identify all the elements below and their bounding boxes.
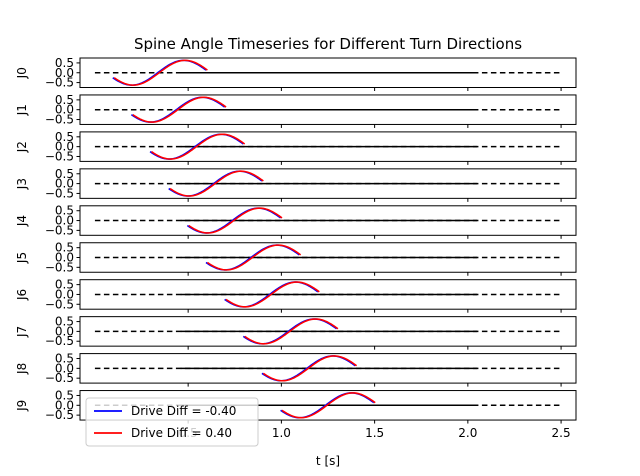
subplot-j5: 0.50.0−0.5 J5 xyxy=(15,241,577,276)
y-tick-label: 0.5 xyxy=(55,56,74,70)
y-tick-label: 0.5 xyxy=(55,93,74,107)
y-tick-label: −0.5 xyxy=(45,76,74,90)
subplot-label: J5 xyxy=(15,252,29,264)
series-red-line xyxy=(113,59,208,86)
subplot-j6: 0.50.0−0.5 J6 xyxy=(15,278,577,313)
y-tick-label: 0.0 xyxy=(55,66,74,80)
x-tick-label: 1.0 xyxy=(272,426,291,440)
y-tick-label: 0.5 xyxy=(55,315,74,329)
subplot-label: J9 xyxy=(15,400,29,412)
y-tick-label: 0.5 xyxy=(55,278,74,292)
y-tick-label: −0.5 xyxy=(45,408,74,422)
y-tick-label: −0.5 xyxy=(45,297,74,311)
series-red-line xyxy=(244,318,339,345)
subplot-j4: 0.50.0−0.5 J4 xyxy=(15,204,577,239)
series-red-line xyxy=(206,244,302,271)
x-tick-label: 2.0 xyxy=(458,426,477,440)
y-tick-label: 0.5 xyxy=(55,204,74,218)
y-tick-label: 0.0 xyxy=(55,103,74,117)
y-tick-label: 0.0 xyxy=(55,361,74,375)
y-tick-label: −0.5 xyxy=(45,371,74,385)
y-tick-label: −0.5 xyxy=(45,113,74,127)
subplot-j1: 0.50.0−0.5 J1 xyxy=(15,93,577,128)
y-tick-label: −0.5 xyxy=(45,334,74,348)
subplot-label: J1 xyxy=(15,104,29,116)
subplot-label: J3 xyxy=(15,178,29,190)
legend: Drive Diff = -0.40 Drive Diff = 0.40 xyxy=(85,397,259,447)
y-tick-label: 0.0 xyxy=(55,251,74,265)
x-tick-label: 2.5 xyxy=(552,426,571,440)
subplot-j8: 0.50.0−0.5 J8 xyxy=(15,352,577,387)
y-tick-label: 0.5 xyxy=(55,388,74,402)
subplot-label: J8 xyxy=(15,363,29,375)
y-tick-label: −0.5 xyxy=(45,149,74,163)
series-red-line xyxy=(169,170,264,197)
chart-title: Spine Angle Timeseries for Different Tur… xyxy=(134,35,522,53)
subplot-j7: 0.50.0−0.5 J7 xyxy=(15,315,577,350)
legend-label-red: Drive Diff = 0.40 xyxy=(131,426,232,440)
y-tick-label: 0.0 xyxy=(55,324,74,338)
series-red-line xyxy=(132,96,227,123)
y-tick-label: 0.5 xyxy=(55,352,74,366)
y-tick-label: 0.5 xyxy=(55,241,74,255)
series-red-line xyxy=(281,392,376,419)
legend-frame xyxy=(85,397,259,447)
series-red-line xyxy=(262,355,358,382)
y-tick-label: 0.5 xyxy=(55,167,74,181)
subplot-label: J7 xyxy=(15,326,29,338)
subplot-label: J6 xyxy=(15,289,29,301)
y-tick-label: 0.0 xyxy=(55,177,74,191)
series-red-line xyxy=(151,133,246,160)
subplot-j9: 0.50.0−0.5 J9 xyxy=(15,388,577,424)
x-tick-label: 1.5 xyxy=(365,426,384,440)
legend-label-blue: Drive Diff = -0.40 xyxy=(131,404,236,418)
subplot-label: J0 xyxy=(15,67,29,79)
series-red-line xyxy=(225,281,320,308)
subplot-stack: 0.50.0−0.5J00.50.0−0.5J10.50.0−0.5J20.50… xyxy=(15,56,577,424)
subplot-j0: 0.50.0−0.5 J0 xyxy=(15,56,577,91)
y-tick-label: 0.5 xyxy=(55,130,74,144)
subplot-j3: 0.50.0−0.5 J3 xyxy=(15,167,577,202)
subplot-label: J4 xyxy=(15,215,29,227)
x-axis-label: t [s] xyxy=(316,454,340,468)
y-tick-label: −0.5 xyxy=(45,223,74,237)
y-tick-label: 0.0 xyxy=(55,398,74,412)
y-tick-label: 0.0 xyxy=(55,140,74,154)
subplot-j2: 0.50.0−0.5 J2 xyxy=(15,130,577,165)
y-tick-label: −0.5 xyxy=(45,186,74,200)
series-red-line xyxy=(188,207,283,234)
subplot-label: J2 xyxy=(15,141,29,153)
y-tick-label: 0.0 xyxy=(55,214,74,228)
y-tick-label: 0.0 xyxy=(55,287,74,301)
y-tick-label: −0.5 xyxy=(45,260,74,274)
